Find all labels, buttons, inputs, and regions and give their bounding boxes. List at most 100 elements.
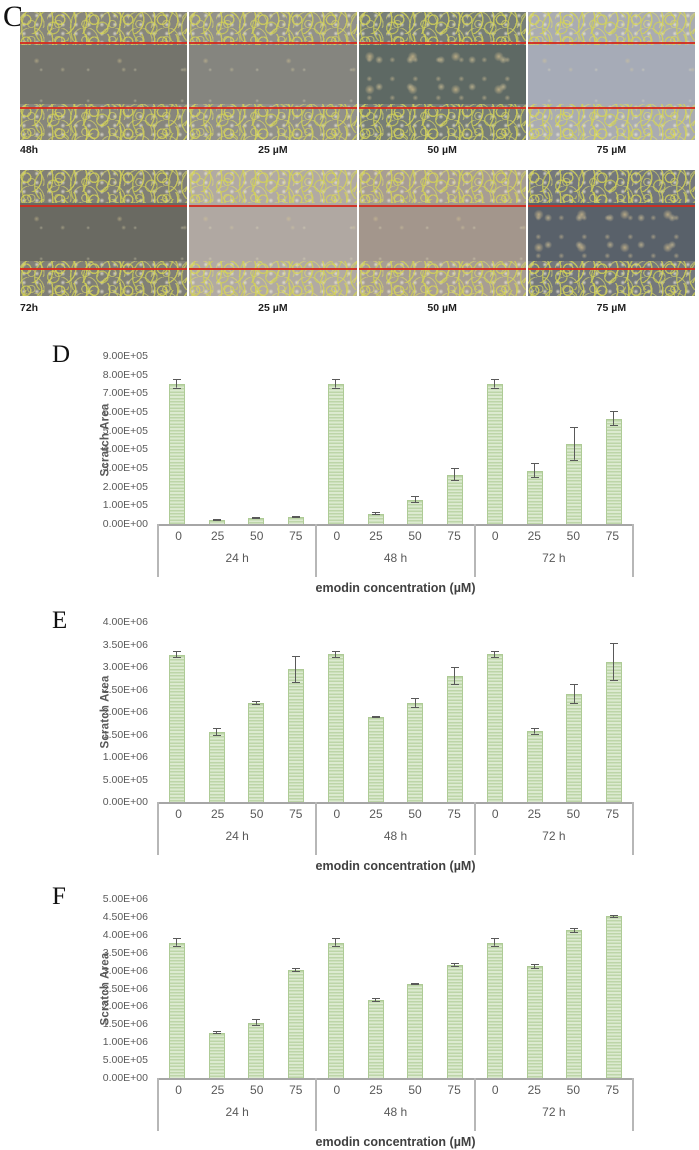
error-bar [411,496,420,504]
category-label: 0 [491,529,499,543]
category-label: 25 [210,807,225,821]
scratch-edge-line-bottom [189,268,357,271]
cell-band-top [20,170,188,203]
chart-body: Scratch Area 5.00E+06 4.50E+06 4.00E+06 3.5… [99,893,634,1149]
chart-body: Scratch Area 9.00E+05 8.00E+05 7.00E+05 6.0… [99,350,634,595]
error-bar [570,684,579,704]
bar-72h-75 [606,661,623,802]
error-bar [172,379,181,389]
panel-label-c: C [3,0,24,33]
error-bar [411,697,420,709]
y-tick-label: 3.50E+06 [102,946,148,959]
scratch-edge-line-top [358,205,526,208]
error-bar [610,914,619,918]
cell-band-bottom [189,260,357,296]
bar-24h-50 [248,703,265,802]
y-tick-label: 6.00E+05 [102,406,148,418]
category-label: 75 [605,807,620,821]
x-axis-title: emodin concentration (µM) [315,1135,476,1149]
micrograph-48h-50 [358,12,526,140]
cell-band-bottom [20,104,188,140]
y-tick-label: 2.00E+05 [102,480,148,493]
category-label: 50 [408,807,422,821]
group-label: 24 h [225,829,249,843]
error-bar [292,655,301,683]
error-bar [610,642,619,681]
error-bar [212,519,221,522]
x-axis-group: 0 25 50 75 48 h [315,802,473,855]
category-label: 0 [175,1083,182,1097]
scratch-edge-line-bottom [358,106,526,109]
cell-band-top [358,12,526,46]
category-label: 50 [250,807,264,821]
concentration-label: 25 µM [258,302,288,314]
category-label: 50 [566,807,581,821]
error-bar [451,667,460,685]
x-axis-group: 0 25 50 75 24 h [157,802,315,855]
error-bar [371,716,380,719]
scratch-edge-line-top [189,205,357,208]
bar-48h-50 [407,983,424,1078]
y-tick-label: 9.00E+05 [102,350,148,362]
plot-area [157,356,634,526]
bar-72h-25 [526,470,543,524]
chart-panel-f: F Scratch Area 5.00E+06 4.50E+06 4.00E+06 3… [0,884,699,1150]
scratch-edge-line-top [527,42,695,45]
category-label: 75 [289,1083,303,1097]
error-bar [331,938,340,947]
micrograph-48h-25 [189,12,357,140]
bar-48h-0 [327,942,344,1078]
error-bar [252,1019,261,1026]
cell-band-bottom [189,104,357,140]
time-label: 72h [20,302,39,314]
group-label: 24 h [225,1105,249,1119]
y-axis-ticks: 5.00E+06 4.50E+06 4.00E+06 3.50E+06 3.00E+06… [78,893,148,1084]
group-label: 72 h [542,1105,566,1119]
category-label: 0 [175,807,182,821]
bar-24h-75 [288,969,305,1078]
micrograph-48h-0 [20,12,188,140]
plot-area [157,899,634,1080]
cell-debris [527,202,695,261]
scratch-edge-line-top [527,205,695,208]
error-bar [490,650,499,658]
y-tick-label: 4.00E+06 [102,928,148,941]
y-tick-label: 1.50E+06 [102,1018,148,1031]
y-tick-label: 5.00E+05 [102,424,148,437]
cell-debris [358,202,526,261]
bar-24h-25 [208,1032,225,1078]
error-bar [490,379,499,389]
bar-72h-0 [486,384,503,524]
x-axis-group: 0 25 50 75 72 h [473,524,634,577]
bar-72h-0 [486,654,503,802]
panel-label-d: D [52,341,71,368]
micrograph-72h-0 [20,170,188,296]
y-tick-label: 1.00E+06 [102,751,148,763]
scratch-edge-line-top [189,42,357,45]
error-bar [212,728,221,737]
category-label: 0 [333,1083,341,1097]
y-tick-label: 0.00E+00 [102,1072,148,1084]
y-tick-label: 4.00E+05 [102,443,148,456]
error-bar [530,728,539,735]
cell-debris [527,45,695,105]
error-bar [411,982,420,985]
micrograph-72h-75 [527,170,695,296]
y-tick-label: 0.00E+00 [102,518,148,530]
category-label: 25 [527,1083,541,1097]
bar-24h-50 [248,1022,265,1078]
category-label: 75 [447,1083,461,1097]
bar-24h-0 [168,384,185,524]
caption-row-72h: 72h 25 µM 50 µM 75 µM [20,302,695,314]
error-bar [292,515,301,519]
concentration-label: 75 µM [596,302,627,314]
category-label: 75 [605,1083,620,1097]
bar-48h-75 [447,474,464,524]
group-label: 48 h [383,1105,408,1119]
category-label: 50 [250,529,264,543]
bar-48h-25 [367,1000,384,1078]
y-tick-label: 1.00E+05 [102,499,148,512]
cell-band-top [189,12,357,46]
category-label: 25 [527,807,541,821]
bar-72h-25 [526,731,543,802]
